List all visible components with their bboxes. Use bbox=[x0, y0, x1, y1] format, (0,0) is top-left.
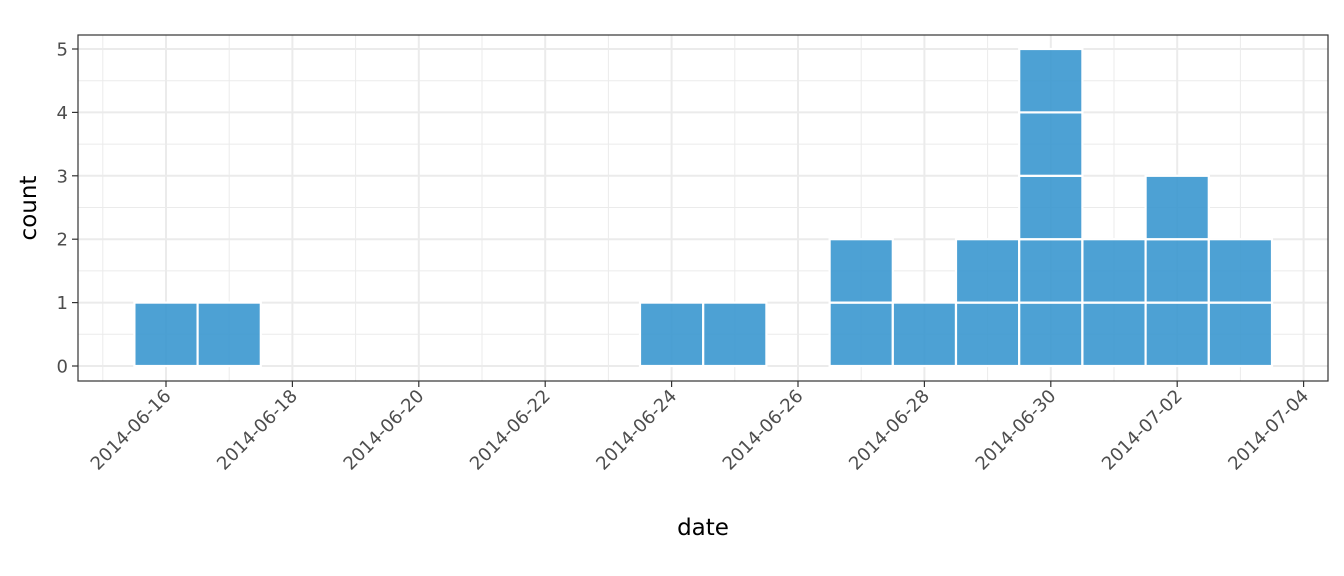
x-axis-title: date bbox=[677, 515, 729, 541]
x-tick-label: 2014-06-26 bbox=[719, 386, 808, 475]
plot-panel-border bbox=[77, 34, 1329, 382]
y-axis-title: count bbox=[16, 176, 42, 241]
bar-unit bbox=[1144, 174, 1210, 241]
y-tick-label: 2 bbox=[57, 230, 68, 251]
bar-unit bbox=[1144, 238, 1210, 304]
y-axis: 0 1 2 3 4 5 bbox=[57, 40, 78, 378]
bar-unit bbox=[891, 301, 958, 368]
bar-unit bbox=[828, 301, 894, 368]
bar-unit bbox=[1018, 47, 1084, 114]
bar-unit bbox=[133, 301, 199, 368]
bar-unit bbox=[1018, 174, 1084, 241]
x-tick-label: 2014-06-16 bbox=[87, 386, 176, 475]
bar-unit bbox=[1081, 238, 1147, 304]
bar-unit bbox=[1207, 301, 1274, 368]
x-tick-label: 2014-06-18 bbox=[213, 386, 302, 475]
bar-unit bbox=[1018, 301, 1084, 368]
x-tick-label: 2014-06-28 bbox=[845, 386, 934, 475]
x-tick-label: 2014-06-30 bbox=[972, 386, 1061, 475]
bar-unit bbox=[196, 301, 262, 368]
x-tick-label: 2014-06-24 bbox=[592, 386, 681, 475]
y-tick-label: 4 bbox=[57, 103, 68, 124]
x-tick-label: 2014-06-22 bbox=[466, 386, 555, 475]
y-tick-label: 1 bbox=[57, 293, 68, 314]
y-tick-label: 3 bbox=[57, 166, 68, 187]
bar-unit bbox=[1018, 111, 1084, 177]
bars bbox=[133, 47, 1274, 368]
bar-unit bbox=[638, 301, 705, 368]
bar-unit bbox=[954, 238, 1021, 304]
bar-unit bbox=[1144, 301, 1210, 368]
bar-unit bbox=[702, 301, 768, 368]
bar-unit bbox=[1018, 238, 1084, 304]
bar-unit bbox=[1207, 238, 1274, 304]
bar-unit bbox=[954, 301, 1021, 368]
bar-unit bbox=[1081, 301, 1147, 368]
x-tick-label: 2014-07-02 bbox=[1098, 386, 1187, 475]
x-axis: 2014-06-16 2014-06-18 2014-06-20 2014-06-22… bbox=[87, 381, 1313, 475]
bar-unit bbox=[828, 238, 894, 304]
y-tick-label: 0 bbox=[57, 357, 68, 378]
x-tick-label: 2014-07-04 bbox=[1224, 386, 1313, 475]
x-tick-label: 2014-06-20 bbox=[340, 386, 429, 475]
y-tick-label: 5 bbox=[57, 40, 68, 61]
